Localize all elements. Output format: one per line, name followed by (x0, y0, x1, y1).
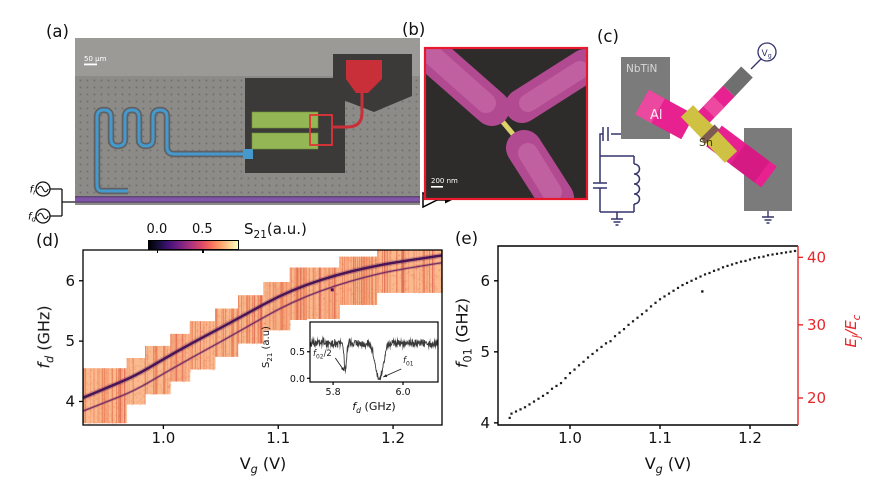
gate-bond-pad (346, 60, 382, 93)
coupling-capacitor-icon (602, 127, 609, 141)
scale-bar-label-b: 200 nm (431, 177, 458, 185)
junction-band (700, 124, 720, 144)
colorbar-tick-label-1: 0.5 (191, 222, 213, 237)
vg-source-icon (757, 42, 777, 62)
colorbar-tick-1 (202, 249, 204, 253)
panel-label-d: (d) (36, 231, 60, 250)
panel-d-xlabel: Vg (V) (239, 454, 287, 477)
panel-e-right-ylabel: EJ/Ec (841, 314, 863, 348)
gate-arm-highlight (703, 96, 725, 118)
lc-circuit (593, 127, 641, 226)
feedline-edge-top (75, 196, 420, 198)
inset-ylabel: S21 (a.u) (261, 326, 274, 368)
feedline-edge-bottom (75, 201, 420, 203)
inductor-icon (633, 163, 641, 205)
loop-feed-wire (599, 133, 603, 156)
qubit-pad-top (251, 111, 319, 129)
electrode-top-left-highlight (425, 48, 496, 113)
inset-annotation-f01: f01 (403, 356, 414, 368)
vg-label: Vg (762, 49, 772, 60)
gate-line (332, 93, 364, 129)
panel-e-plot-canvas (440, 222, 878, 503)
resonator-trace (95, 108, 246, 193)
nbtin-label: NbTiN (626, 63, 657, 75)
sn-label: Sn (699, 136, 713, 149)
electrode-right-highlight (519, 61, 587, 112)
panel-label-b: (b) (402, 20, 426, 39)
panel-c-schematic: NbTiN Al Sn Vg (593, 42, 792, 226)
schematic-layer: 50 μm fr fd (28, 38, 792, 226)
junction-zoom-box (309, 114, 333, 146)
sem-border (423, 46, 589, 201)
colorbar-title: S21(a.u.) (244, 220, 307, 241)
panel-d-ylabel: fd (GHz) (34, 305, 57, 369)
inset-annotation-f02: f02/2 (313, 349, 332, 361)
feedline (75, 197, 420, 202)
inset-xlabel: fd (GHz) (352, 400, 396, 416)
al-bar-right-shade (730, 143, 770, 183)
vg-wire (750, 58, 762, 70)
capacitor-icon (593, 182, 607, 189)
source-label-fd: fd (28, 212, 37, 224)
colorbar-tick-0 (156, 249, 159, 253)
al-label: Al (650, 108, 663, 123)
lc-ground-icon (611, 212, 623, 226)
electrode-bottom-highlight (518, 143, 562, 199)
source-label-fr: fr (30, 185, 38, 197)
gate-arm-grey (723, 66, 753, 97)
qubit-pad-bottom (251, 132, 319, 150)
ac-source-fd-icon (35, 208, 51, 224)
panel-label-c: (c) (597, 27, 619, 46)
al-bar-left-highlight (635, 89, 665, 124)
scale-bar-label-a: 50 μm (84, 55, 107, 63)
lc-loop (599, 155, 635, 213)
resonator-coupler-pad (243, 149, 253, 159)
colorbar-tick-label-0: 0.0 (146, 222, 168, 237)
scale-bar-b (431, 186, 443, 188)
panel-a-micrograph: 50 μm fr fd (28, 38, 452, 224)
panel-e-xlabel: Vg (V) (644, 454, 692, 477)
colorbar (148, 240, 239, 250)
scale-bar-a (84, 63, 97, 66)
ac-source-fr-icon (35, 181, 51, 197)
source-wires (50, 188, 75, 217)
panel-b-sem: 200 nm (423, 46, 589, 201)
panel-label-a: (a) (46, 22, 69, 41)
panel-e-ylabel: f01 (GHz) (452, 297, 475, 369)
panel-label-e: (e) (455, 229, 479, 248)
panel-d-plot-canvas (30, 222, 460, 503)
contact-ground-icon (762, 211, 774, 224)
